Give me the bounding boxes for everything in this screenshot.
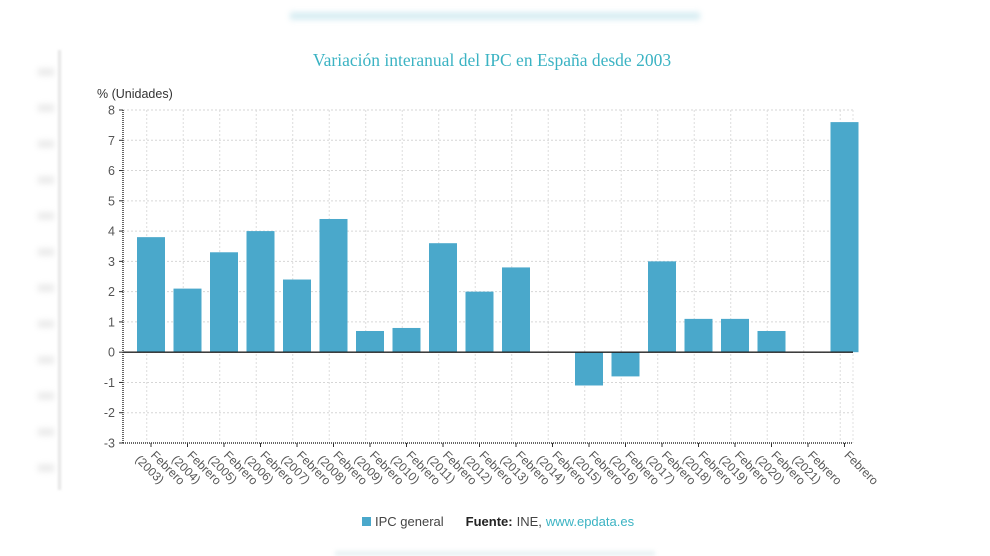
bar bbox=[465, 291, 494, 353]
y-tick-label: 1 bbox=[108, 315, 115, 329]
bar bbox=[611, 352, 640, 377]
bar bbox=[429, 243, 457, 353]
blurred-tick bbox=[38, 212, 54, 220]
bar bbox=[575, 352, 603, 386]
y-tick-label: -2 bbox=[104, 406, 115, 420]
y-tick-label: 0 bbox=[108, 346, 115, 360]
y-tick-label: 8 bbox=[108, 104, 115, 118]
source-link[interactable]: www.epdata.es bbox=[545, 514, 635, 529]
y-tick-label: 7 bbox=[108, 134, 115, 148]
blurred-tick bbox=[38, 428, 54, 436]
bar bbox=[319, 218, 348, 353]
bar bbox=[246, 231, 275, 353]
blurred-footer-background bbox=[335, 551, 655, 556]
bar bbox=[210, 252, 238, 353]
y-tick-label: -1 bbox=[104, 376, 115, 390]
x-tick-label-month: Febrero bbox=[842, 448, 882, 488]
bar bbox=[757, 330, 786, 353]
blurred-tick bbox=[38, 176, 54, 184]
x-tick-label: Febrero(2021) bbox=[789, 448, 844, 488]
blurred-tick bbox=[38, 392, 54, 400]
y-tick-label: -3 bbox=[104, 437, 115, 451]
legend-swatch-ipc-general[interactable] bbox=[362, 517, 371, 526]
legend-label-ipc-general[interactable]: IPC general bbox=[375, 514, 444, 529]
blurred-tick bbox=[38, 140, 54, 148]
bar bbox=[830, 122, 859, 353]
x-tick-label: Febrero bbox=[842, 448, 882, 488]
y-tick-label: 3 bbox=[108, 255, 115, 269]
source-label: Fuente: bbox=[465, 514, 513, 529]
source-text: INE, bbox=[516, 514, 542, 529]
bar bbox=[684, 318, 713, 353]
chart-title: Variación interanual del IPC en España d… bbox=[312, 50, 672, 70]
bar bbox=[283, 279, 311, 353]
bar bbox=[137, 237, 165, 353]
bar bbox=[502, 267, 530, 353]
bar bbox=[392, 327, 421, 353]
blurred-tick bbox=[38, 68, 54, 76]
y-axis-label: % (Unidades) bbox=[97, 87, 173, 101]
blurred-header-background bbox=[290, 12, 700, 20]
blurred-side-background bbox=[58, 50, 61, 490]
y-tick-label: 4 bbox=[108, 225, 115, 239]
y-tick-label: 6 bbox=[108, 164, 115, 178]
blurred-tick bbox=[38, 464, 54, 472]
y-tick-label: 5 bbox=[108, 194, 115, 208]
blurred-tick bbox=[38, 356, 54, 364]
blurred-tick bbox=[38, 104, 54, 112]
blurred-tick bbox=[38, 284, 54, 292]
blurred-tick bbox=[38, 248, 54, 256]
bar bbox=[648, 261, 676, 353]
bar bbox=[721, 318, 749, 353]
bar bbox=[356, 330, 384, 353]
bar bbox=[173, 288, 202, 353]
y-tick-label: 2 bbox=[108, 285, 115, 299]
blurred-tick bbox=[38, 320, 54, 328]
legend: IPC general Fuente: INE, www.epdata.es bbox=[362, 514, 634, 529]
